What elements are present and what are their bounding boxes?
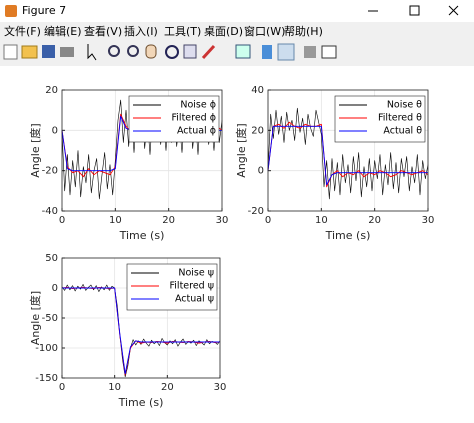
y-tick-label: -20 xyxy=(248,206,264,217)
legend-box xyxy=(334,95,426,143)
zoom-in-icon[interactable] xyxy=(108,45,120,57)
menu-item[interactable]: 工具(T) xyxy=(164,25,201,38)
print-icon[interactable] xyxy=(60,47,74,57)
save-icon[interactable] xyxy=(42,45,55,58)
toolbar xyxy=(3,43,337,61)
y-tick-label: -150 xyxy=(35,373,58,384)
x-tick-label: 10 xyxy=(108,382,121,393)
close-button[interactable] xyxy=(448,5,459,16)
datatip-icon[interactable] xyxy=(183,44,197,59)
y-tick-label: 0 xyxy=(52,283,58,294)
y-tick-label: 0 xyxy=(52,125,58,136)
y-tick-label: -40 xyxy=(42,206,58,217)
x-axis-label: Time (s) xyxy=(325,229,371,242)
link-icon[interactable] xyxy=(235,44,251,59)
legend-box xyxy=(128,95,220,143)
x-tick-label: 0 xyxy=(59,215,65,226)
legend-box xyxy=(126,263,218,311)
axes-box xyxy=(61,257,221,379)
x-tick-label: 30 xyxy=(422,215,435,226)
x-axis-label: Time (s) xyxy=(118,396,164,409)
x-tick-label: 30 xyxy=(216,215,229,226)
menu-item[interactable]: 编辑(E) xyxy=(44,24,82,38)
y-tick-label: 40 xyxy=(251,85,264,96)
legend-label: Filtered θ xyxy=(378,113,422,124)
x-tick-label: 30 xyxy=(214,382,227,393)
x-tick-label: 0 xyxy=(59,382,65,393)
menu-item[interactable]: 查看(V) xyxy=(84,24,122,38)
menu-item[interactable]: 桌面(D) xyxy=(204,25,243,38)
brush-icon[interactable] xyxy=(201,44,216,60)
legend-label: Actual θ xyxy=(383,126,422,137)
hide-tools-icon[interactable] xyxy=(304,46,316,58)
x-tick-label: 10 xyxy=(109,215,122,226)
x-tick-label: 20 xyxy=(162,215,175,226)
menu-item[interactable]: 插入(I) xyxy=(124,24,158,38)
y-axis-label: Angle [度] xyxy=(28,291,42,345)
x-tick-label: 20 xyxy=(161,382,174,393)
x-tick-label: 10 xyxy=(315,215,328,226)
legend-label: Noise θ xyxy=(387,100,422,111)
legend-label: Noise ψ xyxy=(178,268,214,279)
y-axis-label: Angle [度] xyxy=(28,123,42,177)
dock-icon[interactable] xyxy=(321,45,337,59)
x-axis-label: Time (s) xyxy=(119,229,165,242)
y-tick-label: -100 xyxy=(35,343,58,354)
y-axis-label: Angle [度] xyxy=(234,123,248,177)
y-tick-label: 0 xyxy=(258,166,264,177)
series-line xyxy=(62,287,220,375)
series-line xyxy=(267,107,429,200)
window-title: Figure 7 xyxy=(22,4,66,17)
legend-label: Filtered ψ xyxy=(170,281,214,292)
zoom-out-icon[interactable] xyxy=(127,45,139,57)
y-tick-label: -50 xyxy=(42,313,58,324)
legend-label: Filtered ϕ xyxy=(172,113,216,124)
y-tick-label: 50 xyxy=(45,253,58,264)
app-icon xyxy=(5,5,17,17)
open-icon[interactable] xyxy=(21,45,38,59)
maximize-button[interactable] xyxy=(409,5,420,16)
series-line xyxy=(61,284,221,378)
rotate-icon[interactable] xyxy=(165,45,179,59)
legend-label: Noise ϕ xyxy=(180,100,216,111)
menu-item[interactable]: 窗口(W) xyxy=(244,24,285,38)
title-bar xyxy=(0,0,474,22)
legend-icon[interactable] xyxy=(277,43,295,61)
y-tick-label: -20 xyxy=(42,166,58,177)
menu-item[interactable]: 文件(F) xyxy=(4,24,41,38)
new-icon[interactable] xyxy=(3,44,18,60)
axes-box xyxy=(267,89,429,212)
pan-icon[interactable] xyxy=(145,44,157,59)
y-tick-label: 20 xyxy=(45,85,58,96)
series-line xyxy=(267,125,428,186)
x-tick-label: 0 xyxy=(265,215,271,226)
x-tick-label: 20 xyxy=(368,215,381,226)
pointer-icon[interactable] xyxy=(87,44,97,61)
axes-box xyxy=(61,89,223,212)
y-tick-label: 20 xyxy=(251,125,264,136)
legend-label: Actual ψ xyxy=(175,294,214,305)
menu-item[interactable]: 帮助(H) xyxy=(284,24,323,38)
legend-label: Actual ϕ xyxy=(177,126,216,137)
colorbar-icon[interactable] xyxy=(262,45,272,59)
